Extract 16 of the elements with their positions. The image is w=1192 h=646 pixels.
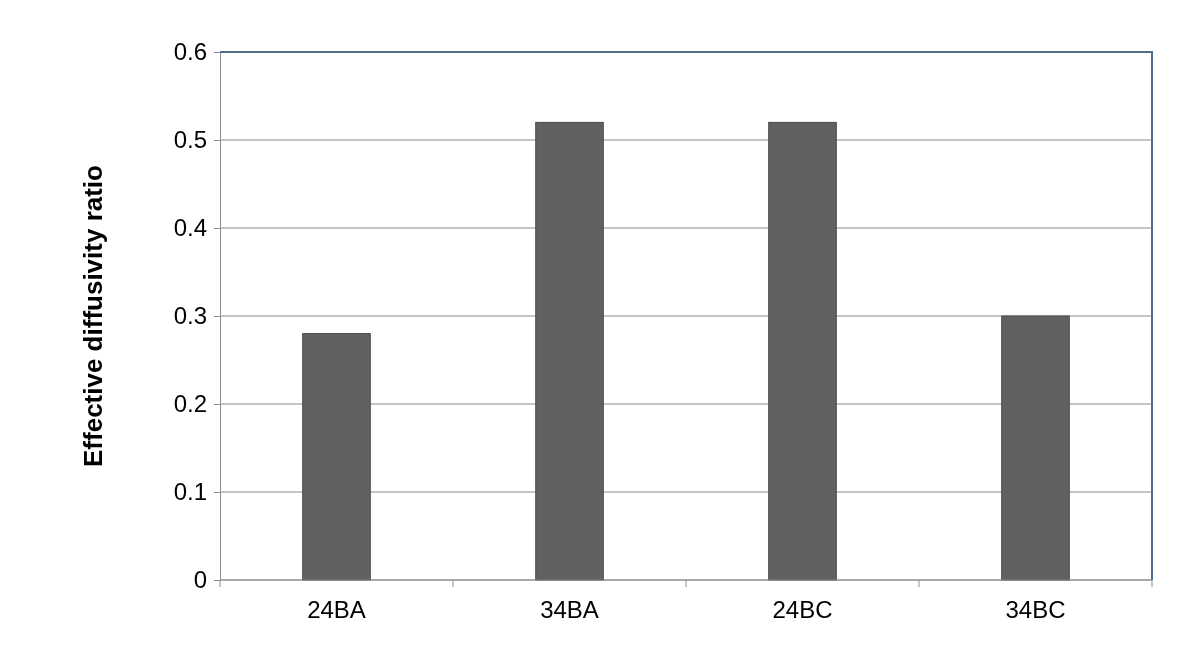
x-tick-label: 34BC	[1005, 596, 1066, 623]
y-tick-label: 0.4	[173, 214, 207, 242]
y-tick-label: 0.3	[173, 302, 207, 330]
bar	[302, 333, 371, 581]
y-axis-title: Effective diffusivity ratio	[78, 165, 108, 467]
x-tick-label: 24BC	[772, 596, 833, 623]
x-tick-label: 34BA	[540, 596, 599, 623]
y-tick-label: 0.6	[173, 38, 207, 66]
bar	[768, 121, 837, 581]
y-tick-label: 0.2	[173, 390, 207, 418]
y-tick-label: 0	[193, 566, 207, 594]
x-tick-label: 24BA	[307, 596, 366, 623]
bar	[1001, 315, 1070, 581]
y-tick-label: 0.5	[173, 126, 207, 154]
bar	[535, 121, 604, 581]
y-tick-label: 0.1	[173, 478, 207, 506]
